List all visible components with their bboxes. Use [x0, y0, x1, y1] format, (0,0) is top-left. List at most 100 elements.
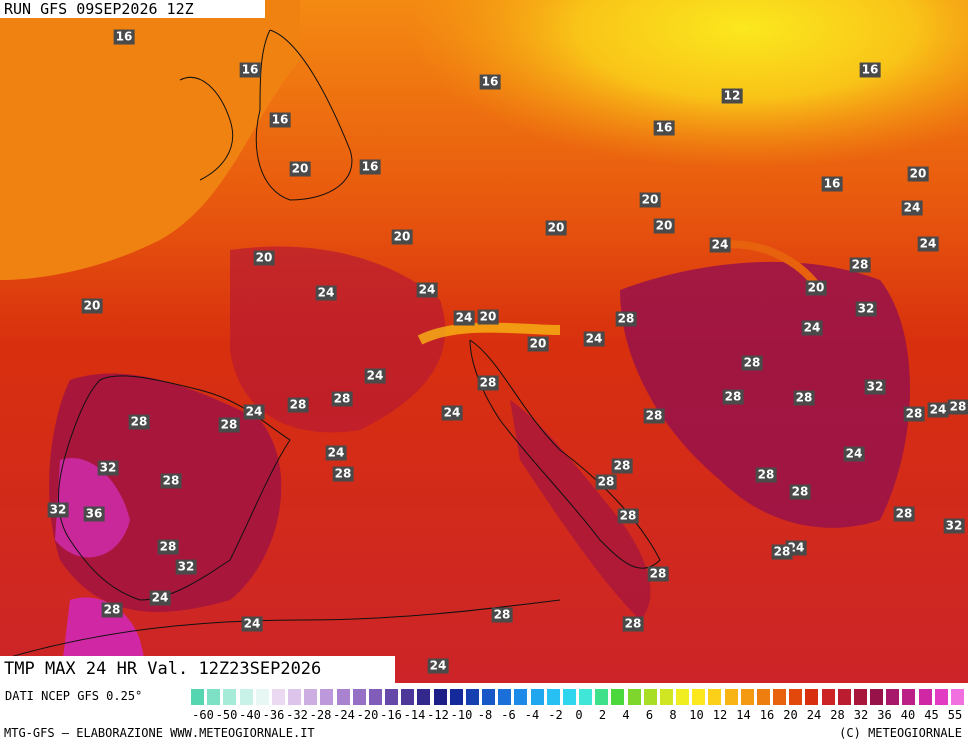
contour-label: 24: [901, 200, 923, 216]
colorbar-swatch: [675, 688, 691, 706]
colorbar-swatch: [755, 688, 771, 706]
colorbar-swatch: [723, 688, 739, 706]
contour-label: 28: [218, 417, 240, 433]
contour-label: 32: [97, 460, 119, 476]
colorbar-swatch: [481, 688, 497, 706]
colorbar-tick-label: -14: [403, 708, 426, 722]
credit-right: (C) METEOGIORNALE: [839, 726, 962, 740]
colorbar-tick-label: 20: [783, 708, 798, 722]
contour-label: 28: [332, 466, 354, 482]
contour-label: 28: [157, 539, 179, 555]
contour-label: 16: [859, 62, 881, 78]
contour-label: 28: [789, 484, 811, 500]
colorbar-tick-label: 4: [622, 708, 630, 722]
colorbar-tick-label: 14: [736, 708, 751, 722]
contour-label: 28: [615, 311, 637, 327]
contour-label: 16: [239, 62, 261, 78]
contour-label: 36: [83, 506, 105, 522]
colorbar-tick-label: 28: [830, 708, 845, 722]
colorbar-swatch: [416, 688, 432, 706]
contour-label: 28: [101, 602, 123, 618]
colorbar-swatch: [658, 688, 674, 706]
colorbar-tick-label: -16: [380, 708, 402, 722]
colorbar-swatch: [739, 688, 755, 706]
colorbar-swatch: [804, 688, 820, 706]
colorbar-swatch: [885, 688, 901, 706]
colorbar-tick-label: 32: [853, 708, 869, 722]
colorbar-swatch: [529, 688, 545, 706]
colorbar-tick-label: 0: [575, 708, 583, 722]
colorbar-tick-label: -2: [548, 708, 563, 722]
colorbar-tick-label: -50: [215, 708, 238, 722]
contour-label: 24: [149, 590, 171, 606]
contour-label: 16: [113, 29, 135, 45]
colorbar-tick-label: -6: [501, 708, 516, 722]
contour-label: 20: [653, 218, 675, 234]
run-label: RUN GFS 09SEP2026 12Z: [0, 0, 265, 18]
contour-label: 12: [721, 88, 743, 104]
contour-label: 32: [175, 559, 197, 575]
contour-label: 24: [801, 320, 823, 336]
contour-label: 20: [253, 250, 275, 266]
colorbar-swatch: [432, 688, 448, 706]
contour-label: 28: [611, 458, 633, 474]
colorbar-swatch: [933, 688, 949, 706]
colorbar-tick-label: -10: [450, 708, 473, 722]
colorbar-swatch: [545, 688, 561, 706]
contour-label: 16: [479, 74, 501, 90]
contour-label: 28: [643, 408, 665, 424]
colorbar-swatch: [949, 688, 965, 706]
colorbar-tick-label: -8: [477, 708, 493, 722]
contour-label: 24: [453, 310, 475, 326]
contour-label: 32: [47, 502, 69, 518]
contour-label: 20: [805, 280, 827, 296]
contour-label: 16: [653, 120, 675, 136]
contour-label: 28: [741, 355, 763, 371]
colorbar-swatch: [400, 688, 416, 706]
contour-label: 28: [893, 506, 915, 522]
contour-label: 28: [287, 397, 309, 413]
colorbar-swatch: [190, 688, 206, 706]
colorbar-tick-label: 40: [900, 708, 916, 722]
colorbar-tick-label: -40: [239, 708, 261, 722]
colorbar-tick-label: 6: [645, 708, 654, 722]
contour-label: 20: [391, 229, 413, 245]
colorbar-swatch: [610, 688, 626, 706]
colorbar-swatch: [626, 688, 642, 706]
colorbar-swatch: [448, 688, 464, 706]
colorbar-swatch: [206, 688, 222, 706]
contour-label: 28: [617, 508, 639, 524]
colorbar-swatch: [901, 688, 917, 706]
colorbar-swatch: [464, 688, 480, 706]
colorbar-swatch: [691, 688, 707, 706]
contour-label: 16: [821, 176, 843, 192]
colorbar-tick-label: -20: [356, 708, 379, 722]
contour-label: 28: [595, 474, 617, 490]
contour-label: 24: [315, 285, 337, 301]
colorbar-tick-label: 2: [598, 708, 607, 722]
colorbar-tick-label: -60: [192, 708, 214, 722]
contour-label: 28: [128, 414, 150, 430]
contour-label: 32: [855, 301, 877, 317]
colorbar-tick-label: -24: [333, 708, 355, 722]
colorbar-tick-label: -28: [309, 708, 332, 722]
contour-label: 28: [793, 390, 815, 406]
contour-label: 16: [269, 112, 291, 128]
map-field: [0, 0, 968, 683]
colorbar-swatch: [642, 688, 658, 706]
contour-label: 28: [491, 607, 513, 623]
colorbar-tick-label: 24: [806, 708, 822, 722]
contour-label: 28: [947, 399, 968, 415]
contour-label: 24: [364, 368, 386, 384]
colorbar-swatch: [869, 688, 885, 706]
contour-label: 24: [843, 446, 865, 462]
colorbar-swatch: [917, 688, 933, 706]
colorbar-swatch: [384, 688, 400, 706]
colorbar-swatch: [594, 688, 610, 706]
contour-label: 28: [477, 375, 499, 391]
colorbar-swatch: [788, 688, 804, 706]
colorbar-swatch: [351, 688, 367, 706]
contour-label: 20: [81, 298, 103, 314]
contour-label: 32: [864, 379, 886, 395]
